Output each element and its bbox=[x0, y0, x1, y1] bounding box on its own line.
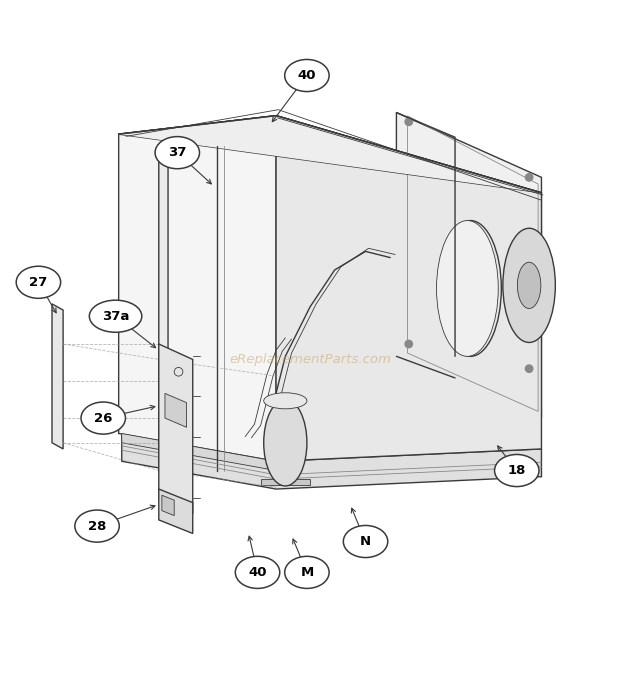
Polygon shape bbox=[52, 304, 63, 449]
Text: 27: 27 bbox=[29, 276, 48, 289]
Circle shape bbox=[525, 173, 533, 181]
Text: N: N bbox=[360, 535, 371, 548]
Polygon shape bbox=[276, 116, 541, 461]
Ellipse shape bbox=[285, 59, 329, 92]
Circle shape bbox=[405, 341, 412, 347]
Ellipse shape bbox=[155, 137, 200, 169]
Ellipse shape bbox=[81, 402, 125, 434]
Polygon shape bbox=[122, 433, 276, 471]
Ellipse shape bbox=[517, 262, 541, 308]
Text: M: M bbox=[300, 566, 314, 579]
Circle shape bbox=[405, 118, 412, 125]
Ellipse shape bbox=[440, 221, 502, 356]
Polygon shape bbox=[260, 479, 310, 485]
Polygon shape bbox=[159, 344, 193, 514]
Polygon shape bbox=[118, 116, 276, 461]
Text: 40: 40 bbox=[298, 69, 316, 82]
Text: 18: 18 bbox=[508, 464, 526, 477]
Text: 40: 40 bbox=[248, 566, 267, 579]
Polygon shape bbox=[159, 489, 193, 533]
Ellipse shape bbox=[436, 221, 498, 356]
Polygon shape bbox=[165, 394, 187, 427]
Ellipse shape bbox=[264, 393, 307, 409]
Text: 37a: 37a bbox=[102, 310, 129, 323]
Ellipse shape bbox=[503, 228, 556, 343]
Polygon shape bbox=[396, 113, 541, 418]
Ellipse shape bbox=[16, 266, 61, 299]
Ellipse shape bbox=[343, 526, 388, 557]
Ellipse shape bbox=[89, 300, 142, 332]
Text: 28: 28 bbox=[88, 519, 106, 533]
Ellipse shape bbox=[236, 557, 280, 588]
Text: eReplacementParts.com: eReplacementParts.com bbox=[229, 353, 391, 366]
Polygon shape bbox=[162, 495, 174, 515]
Polygon shape bbox=[122, 433, 541, 489]
Text: 37: 37 bbox=[168, 146, 187, 159]
Circle shape bbox=[525, 365, 533, 372]
Polygon shape bbox=[118, 116, 541, 193]
Circle shape bbox=[525, 266, 533, 274]
Ellipse shape bbox=[285, 557, 329, 588]
Text: 26: 26 bbox=[94, 411, 112, 424]
Polygon shape bbox=[118, 116, 541, 193]
Polygon shape bbox=[159, 147, 168, 473]
Ellipse shape bbox=[264, 400, 307, 486]
Ellipse shape bbox=[495, 455, 539, 486]
Ellipse shape bbox=[75, 510, 119, 542]
